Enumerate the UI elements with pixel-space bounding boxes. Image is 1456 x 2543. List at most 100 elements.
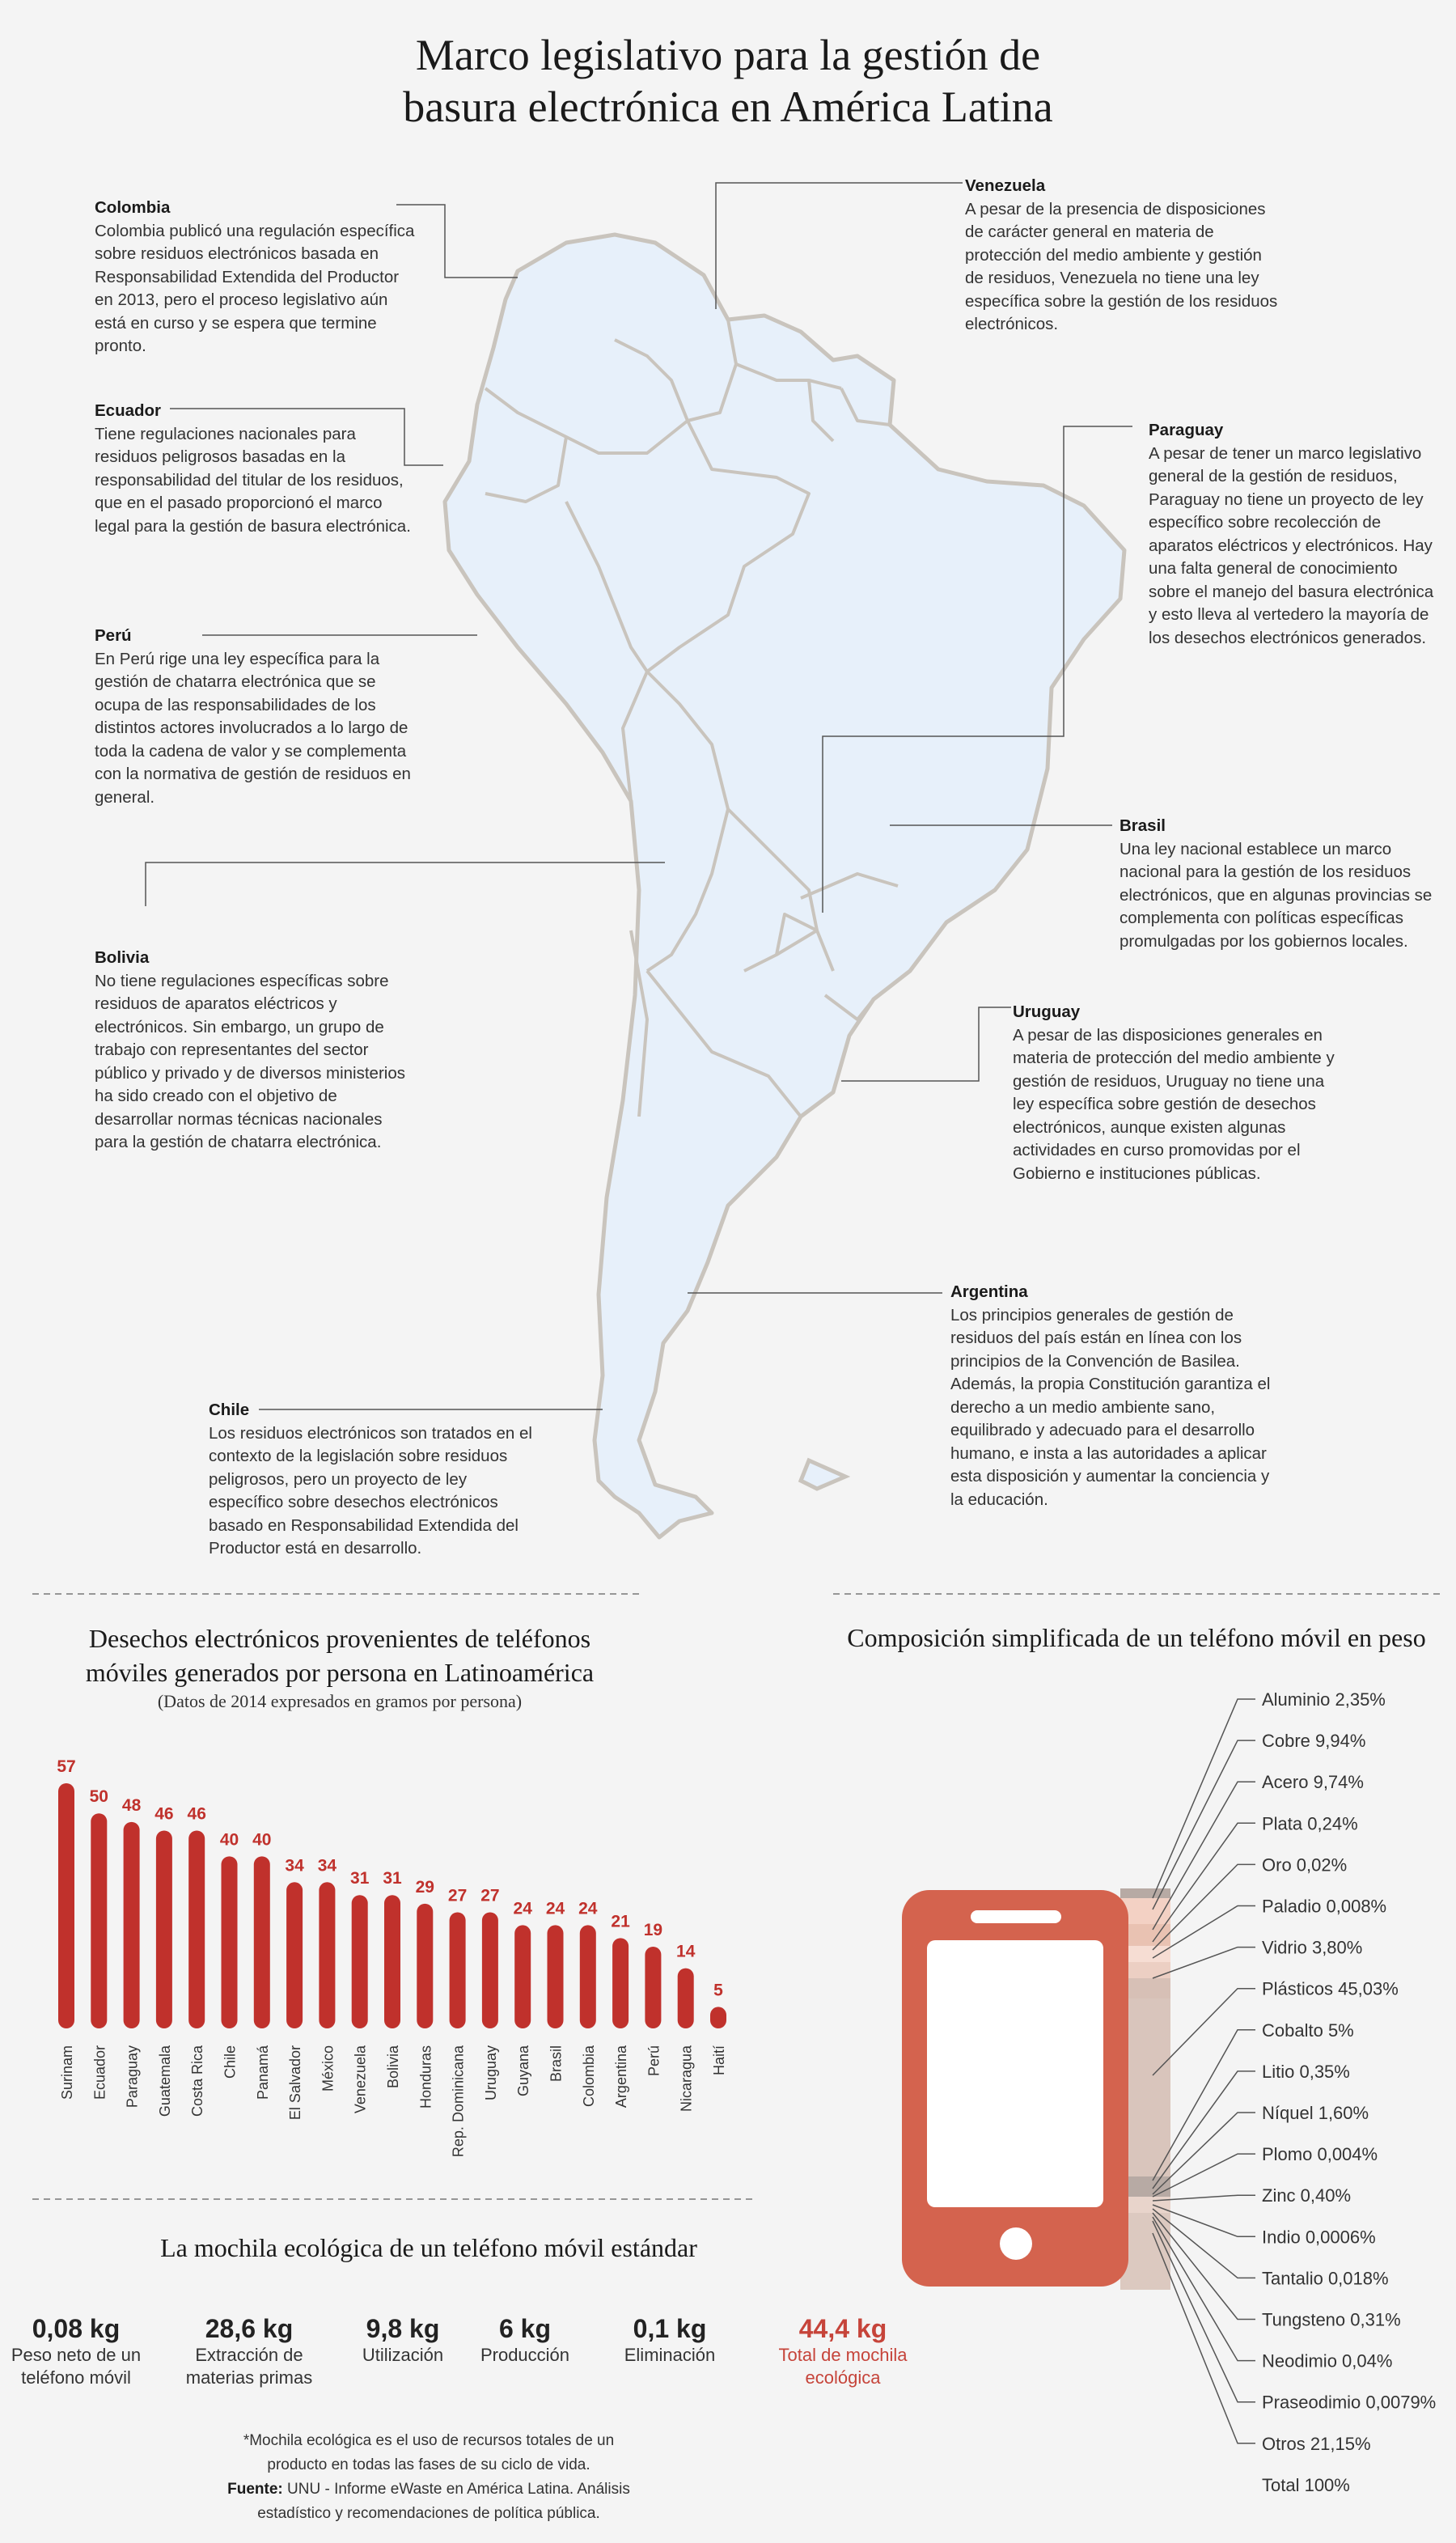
bar-chart-title-line2: móviles generados por persona en Latinoa… — [85, 1658, 595, 1687]
bar-20 — [710, 2007, 726, 2028]
footnote-source-line2: estadístico y recomendaciones de polític… — [257, 2505, 600, 2522]
composition-label: Zinc 0,40% — [1262, 2185, 1351, 2206]
note-venezuela: Venezuela A pesar de la presencia de dis… — [965, 175, 1280, 337]
bar-11 — [417, 1903, 434, 2028]
bar-13 — [481, 1912, 498, 2028]
material-layer — [1120, 1998, 1170, 2176]
footnote-source-text: UNU - Informe eWaste en América Latina. … — [287, 2481, 630, 2498]
composition-label: Aluminio 2,35% — [1262, 1689, 1386, 1710]
bar-category-label: Panamá — [255, 2045, 271, 2100]
bar-6 — [253, 1856, 270, 2028]
composition-label: Oro 0,02% — [1262, 1854, 1347, 1875]
composition-label: Cobalto 5% — [1262, 2020, 1354, 2041]
eco-label: Producción — [480, 2345, 570, 2365]
composition-leader-line — [1152, 1822, 1255, 1943]
bar-value-label: 50 — [90, 1787, 108, 1806]
bar-19 — [677, 1968, 694, 2028]
footnote: *Mochila ecológica es el uso de recursos… — [202, 2429, 655, 2526]
eco-title: La mochila ecológica de un teléfono móvi… — [160, 2233, 697, 2262]
composition-leader-line — [1152, 2232, 1255, 2444]
eco-value: 6 kg — [498, 2314, 552, 2343]
bar-2 — [123, 1821, 140, 2028]
bar-16 — [579, 1925, 596, 2028]
bar-value-label: 27 — [480, 1886, 499, 1905]
page-title-line2: basura electrónica en América Latina — [403, 83, 1053, 131]
composition-label: Plata 0,24% — [1262, 1813, 1358, 1833]
bar-category-label: Honduras — [417, 2045, 434, 2109]
note-peru: Perú En Perú rige una ley específica par… — [95, 625, 418, 809]
eco-value: 0,08 kg — [32, 2314, 121, 2343]
composition-leader-line — [1152, 2029, 1255, 2181]
eco-value: 44,4 kg — [798, 2314, 887, 2343]
composition-label: Otros 21,15% — [1262, 2434, 1371, 2454]
note-ecuador-text: Tiene regulaciones nacionales para resid… — [95, 424, 411, 536]
composition-label: Paladio 0,008% — [1262, 1897, 1386, 1917]
eco-label-line2: teléfono móvil — [21, 2367, 131, 2388]
note-colombia: Colombia Colombia publicó una regulación… — [95, 197, 418, 358]
bar-12 — [449, 1912, 466, 2028]
bar-5 — [221, 1856, 238, 2028]
bar-value-label: 24 — [546, 1899, 565, 1918]
bar-value-label: 31 — [383, 1869, 402, 1888]
composition-leader-line — [1152, 2153, 1255, 2198]
bar-7 — [286, 1882, 303, 2028]
phone-screen — [927, 1940, 1103, 2207]
note-colombia-name: Colombia — [95, 198, 171, 217]
note-brasil: Brasil Una ley nacional establece un mar… — [1120, 815, 1443, 953]
bar-18 — [645, 1947, 662, 2028]
composition-leader-line — [1152, 1905, 1255, 1959]
composition-leader-line — [1152, 2194, 1255, 2202]
bar-chart-title: Desechos electrónicos provenientes de te… — [24, 1621, 655, 1689]
eco-label-line2: ecológica — [805, 2367, 881, 2388]
note-uruguay-text: A pesar de las disposiciones generales e… — [1013, 1025, 1335, 1183]
eco-value: 0,1 kg — [633, 2314, 707, 2343]
bar-value-label: 24 — [514, 1899, 533, 1918]
note-paraguay-text: A pesar de tener un marco legislativo ge… — [1149, 443, 1434, 647]
bar-value-label: 46 — [154, 1804, 173, 1823]
composition-label: Níquel 1,60% — [1262, 2103, 1369, 2123]
bar-category-label: Paraguay — [125, 2045, 141, 2108]
bar-9 — [351, 1895, 368, 2028]
composition-label: Plomo 0,004% — [1262, 2144, 1378, 2164]
eco-item: 9,8 kg Utilización — [314, 2314, 492, 2367]
note-paraguay-name: Paraguay — [1149, 421, 1224, 439]
south-america-outline — [442, 232, 1127, 1540]
note-brasil-name: Brasil — [1120, 816, 1166, 835]
map-leader-lines — [145, 182, 1132, 1410]
note-chile-name: Chile — [209, 1401, 250, 1419]
composition-leader-line — [1152, 1740, 1255, 1910]
eco-item: 6 kg Producción — [436, 2314, 614, 2367]
bar-value-label: 24 — [578, 1899, 598, 1918]
note-argentina: Argentina Los principios generales de ge… — [950, 1281, 1274, 1511]
composition-leader-line — [1152, 2216, 1255, 2362]
composition-label: Neodimio 0,04% — [1262, 2351, 1392, 2371]
eco-item: 0,1 kg Eliminación — [581, 2314, 759, 2367]
bar-category-label: Perú — [645, 2045, 662, 2076]
bar-category-label: Ecuador — [91, 2045, 108, 2100]
composition-leader-line — [1152, 1987, 1255, 2076]
bar-chart-subtitle: (Datos de 2014 expresados en gramos por … — [157, 1691, 523, 1711]
bar-category-label: Colombia — [581, 2045, 597, 2107]
bar-category-label: Argentina — [613, 2045, 629, 2108]
eco-item: 44,4 kg Total de mochila ecológica — [754, 2314, 932, 2389]
footnote-line1: *Mochila ecológica es el uso de recursos… — [243, 2432, 615, 2449]
note-bolivia-name: Bolivia — [95, 948, 150, 967]
composition-leader-line — [1152, 2208, 1255, 2279]
bar-value-label: 34 — [318, 1856, 337, 1875]
composition-leader-line — [1152, 2112, 1255, 2195]
note-brasil-text: Una ley nacional establece un marco naci… — [1120, 839, 1433, 951]
phone-speaker — [971, 1910, 1061, 1923]
note-chile: Chile Los residuos electrónicos son trat… — [209, 1399, 532, 1561]
bar-value-label: 57 — [57, 1757, 75, 1776]
eco-value: 28,6 kg — [205, 2314, 294, 2343]
page-title-line1: Marco legislativo para la gestión de — [415, 31, 1041, 79]
composition-leader-line — [1152, 1946, 1255, 1979]
note-colombia-text: Colombia publicó una regulación específi… — [95, 221, 415, 356]
country-borders — [484, 319, 899, 1118]
composition-leader-line — [1152, 2220, 1255, 2403]
note-ecuador-name: Ecuador — [95, 401, 162, 420]
composition-label: Tantalio 0,018% — [1262, 2268, 1389, 2288]
bar-category-label: El Salvador — [287, 2045, 303, 2120]
note-argentina-text: Los principios generales de gestión de r… — [950, 1305, 1271, 1509]
